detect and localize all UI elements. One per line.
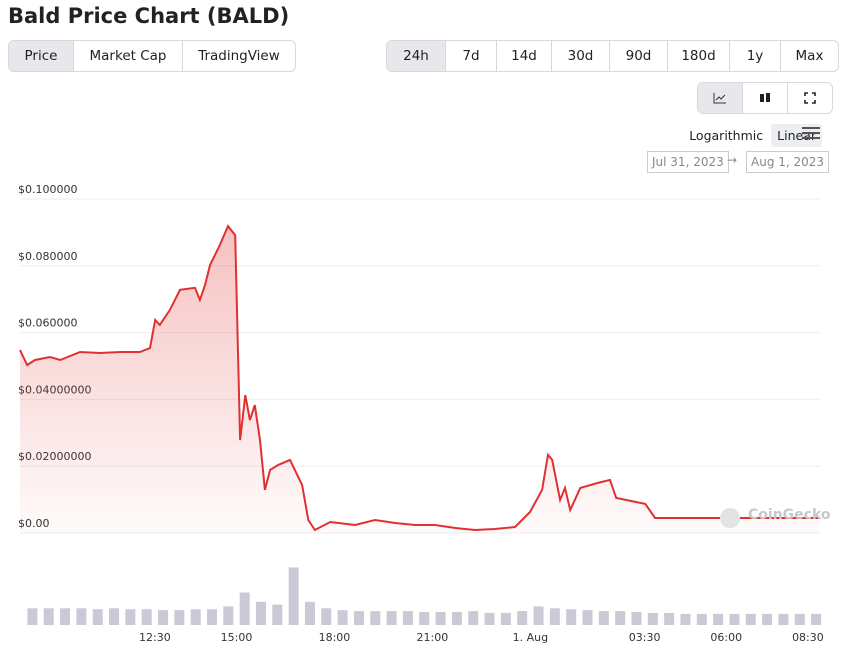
range-button[interactable]: 1y — [730, 41, 781, 71]
date-separator: → — [727, 153, 738, 167]
volume-bar — [158, 610, 169, 625]
volume-bar — [778, 613, 789, 625]
x-tick-label: 03:30 — [629, 631, 661, 644]
volume-bar — [304, 601, 315, 625]
tab-group: Price Market Cap TradingView — [8, 40, 296, 72]
volume-bar — [647, 612, 658, 625]
volume-bar — [92, 609, 103, 625]
candle-chart-button[interactable] — [743, 83, 788, 113]
volume-bar — [500, 612, 511, 625]
y-tick-label: $0.060000 — [18, 317, 78, 330]
volume-bar — [76, 608, 87, 625]
volume-bar — [713, 613, 724, 625]
volume-bar — [517, 611, 528, 625]
volume-bar — [125, 609, 136, 625]
volume-bar — [43, 608, 54, 625]
volume-bar — [419, 612, 430, 625]
x-tick-label: 08:30 — [792, 631, 824, 644]
volume-bar — [109, 608, 120, 625]
volume-bar — [631, 612, 642, 625]
volume-bar — [468, 611, 479, 625]
date-from[interactable]: Jul 31, 2023 — [647, 151, 729, 173]
volume-bar — [141, 609, 152, 625]
volume-bar — [598, 611, 609, 625]
volume-bar — [615, 611, 626, 625]
volume-bar — [27, 608, 38, 625]
volume-bar — [533, 606, 544, 625]
price-line — [19, 224, 820, 532]
volume-bar — [207, 609, 217, 625]
range-button[interactable]: 180d — [668, 41, 730, 71]
area-fill — [20, 226, 820, 533]
x-tick-label: 06:00 — [710, 631, 742, 644]
range-button[interactable]: 24h — [387, 41, 446, 71]
date-to[interactable]: Aug 1, 2023 — [746, 151, 830, 173]
volume-bar — [696, 613, 707, 625]
volume-bar — [370, 611, 381, 625]
volume-bar — [255, 601, 266, 625]
volume-bar — [664, 612, 675, 625]
scale-switch: Logarithmic Linear — [683, 124, 822, 147]
scale-option[interactable]: Linear — [771, 124, 822, 147]
tab[interactable]: TradingView — [198, 48, 280, 64]
range-button[interactable]: Max — [795, 48, 824, 64]
scale-option[interactable]: Logarithmic — [689, 128, 764, 143]
volume-bar — [337, 610, 348, 625]
range-group: 24h 7d 14d 30d 90d 180d 1y Max — [386, 40, 839, 72]
x-tick-label: 18:00 — [319, 631, 351, 644]
menu-icon[interactable] — [802, 126, 820, 140]
x-tick-label: 12:30 — [139, 631, 171, 644]
volume-bar — [288, 567, 299, 625]
volume-bar — [811, 613, 822, 625]
volume-bar — [484, 612, 495, 625]
volume-bar — [190, 609, 201, 625]
volume-bar — [60, 608, 71, 625]
range-button[interactable]: 90d — [610, 41, 668, 71]
fullscreen-button[interactable] — [788, 83, 832, 113]
volume-bar — [353, 611, 364, 625]
volume-bar — [435, 612, 446, 625]
volume-bar — [680, 613, 691, 625]
page-title: Bald Price Chart (BALD) — [8, 4, 290, 28]
line-chart-button[interactable] — [698, 83, 743, 113]
volume-bar — [174, 610, 185, 625]
volume-bar — [794, 613, 805, 625]
y-tick-label: $0.080000 — [18, 250, 78, 263]
tab[interactable]: Market Cap — [74, 41, 183, 71]
volume-bar — [762, 613, 773, 625]
volume-bar — [402, 611, 413, 625]
range-button[interactable]: 30d — [552, 41, 610, 71]
volume-bar — [451, 612, 462, 625]
volume-bar — [386, 611, 397, 625]
y-tick-label: $0.100000 — [18, 183, 78, 196]
chart-style-group — [697, 82, 833, 114]
volume-bar — [745, 613, 756, 625]
watermark-logo — [720, 508, 740, 528]
tab[interactable]: Price — [9, 41, 74, 71]
volume-bar — [549, 608, 560, 625]
range-button[interactable]: 14d — [497, 41, 552, 71]
volume-bar — [566, 609, 577, 625]
volume-bar — [272, 604, 283, 625]
x-tick-label: 15:00 — [221, 631, 253, 644]
volume-bar — [729, 613, 740, 625]
volume-bar — [321, 608, 332, 625]
x-tick-label: 21:00 — [417, 631, 449, 644]
volume-bar — [239, 592, 250, 625]
volume-bar — [582, 610, 593, 625]
range-button[interactable]: 7d — [446, 41, 497, 71]
x-tick-label: 1. Aug — [513, 631, 548, 644]
watermark: CoinGecko — [748, 507, 831, 523]
volume-bar — [223, 606, 234, 625]
